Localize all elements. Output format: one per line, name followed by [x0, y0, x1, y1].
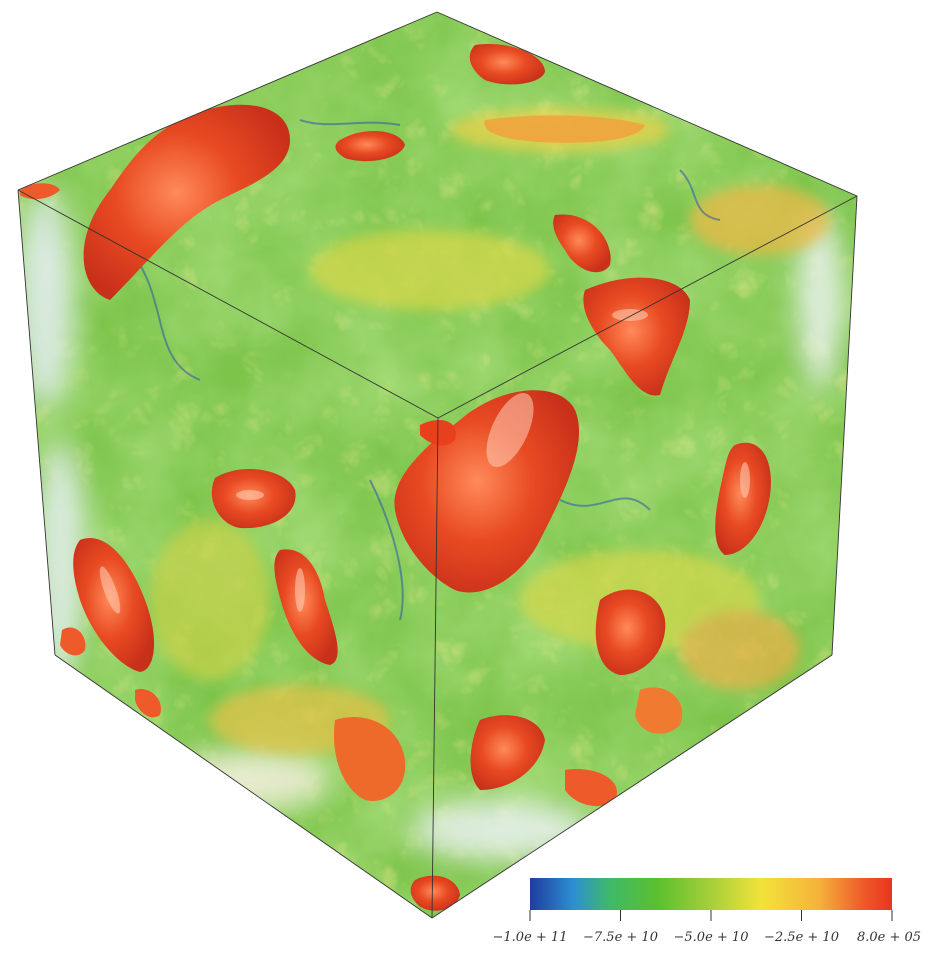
colorbar-tick-label: −7.5e + 10	[583, 930, 658, 945]
colorbar-tick-label: 8.0e + 05	[857, 930, 921, 945]
cube-edges	[17, 11, 858, 919]
colorbar-tick-label: −2.5e + 10	[764, 930, 839, 945]
colorbar: −1.0e + 11 −7.5e + 10 −5.0e + 10 −2.5e +…	[493, 878, 921, 945]
colorbar-ticks	[529, 910, 893, 921]
colorbar-tick-label: −5.0e + 10	[674, 930, 749, 945]
colorbar-tick-label: −1.0e + 11	[493, 930, 568, 945]
colorbar-gradient	[530, 878, 892, 910]
